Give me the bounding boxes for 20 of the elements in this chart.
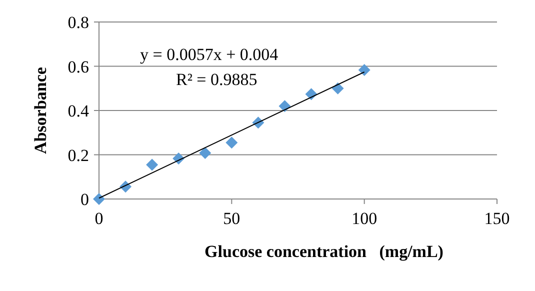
x-tick-label: 0 xyxy=(94,209,104,228)
point xyxy=(332,82,344,94)
x-tick-label: 150 xyxy=(484,209,510,228)
y-tick-label: 0.6 xyxy=(68,57,89,76)
point xyxy=(93,193,105,205)
y-tick-label: 0.2 xyxy=(68,146,89,165)
point xyxy=(199,146,212,159)
x-axis-title: Glucose concentration (mg/mL) xyxy=(204,242,444,261)
annotation: y = 0.0057x + 0.004 xyxy=(140,45,279,64)
annotation: R² = 0.9885 xyxy=(176,70,258,89)
x-tick-label: 100 xyxy=(352,209,378,228)
point xyxy=(226,136,238,149)
point xyxy=(358,64,370,76)
y-tick-label: 0.4 xyxy=(68,102,90,120)
y-axis-title: Absorbance xyxy=(31,66,50,154)
y-tick-label: 0.8 xyxy=(68,13,89,32)
point xyxy=(146,158,158,171)
x-tick-label: 50 xyxy=(223,209,240,228)
y-tick-label: 0 xyxy=(80,190,89,209)
point xyxy=(278,100,291,112)
